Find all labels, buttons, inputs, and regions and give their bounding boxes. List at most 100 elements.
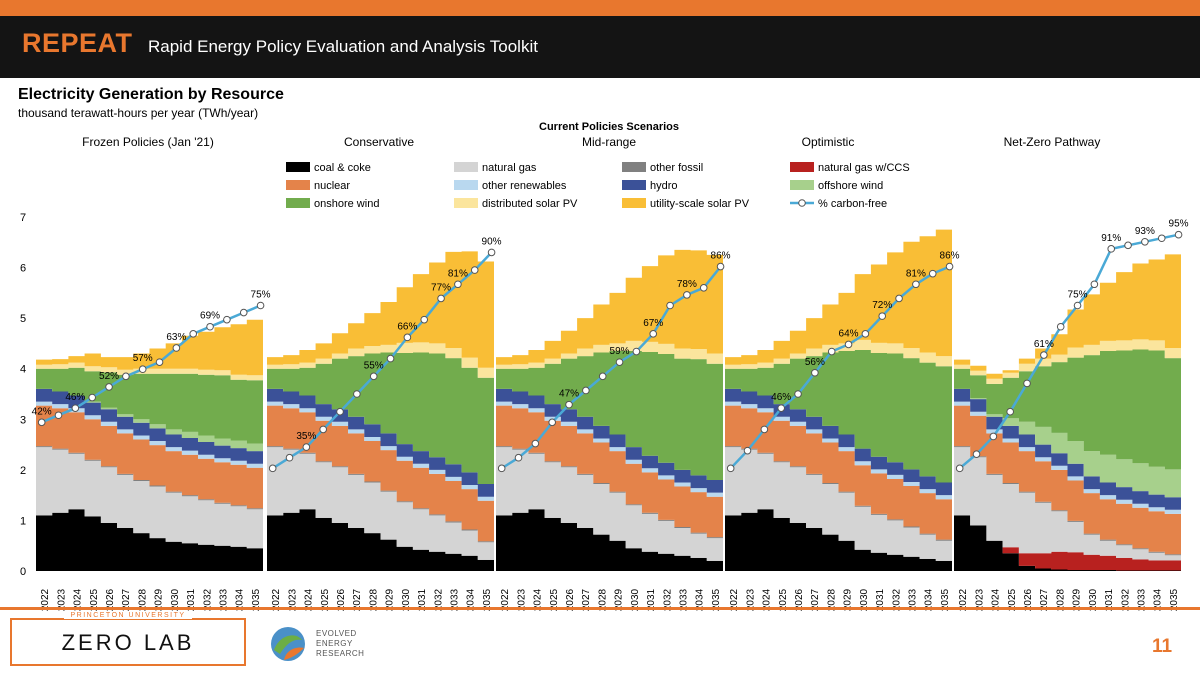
carbon-free-point	[912, 280, 920, 289]
carbon-free-point	[1174, 230, 1183, 239]
y-tick-label: 2	[20, 465, 26, 477]
x-tick-label: 2031	[875, 588, 886, 611]
area-hydro-panel-3	[496, 388, 723, 493]
carbon-free-label: 75%	[251, 290, 271, 301]
carbon-free-point	[716, 262, 725, 271]
carbon-free-point	[632, 347, 641, 356]
x-tick-label: 2028	[1055, 588, 1066, 611]
x-tick-label: 2028	[137, 588, 148, 611]
x-tick-label: 2028	[826, 588, 837, 611]
legend-swatch-hydro	[622, 180, 646, 190]
carbon-free-label: 86%	[711, 251, 731, 262]
carbon-free-point	[777, 404, 785, 412]
carbon-free-point	[386, 354, 395, 363]
carbon-free-label: 46%	[771, 392, 791, 403]
area-other-renewables-panel-5	[954, 401, 1181, 514]
x-tick-label: 2029	[843, 588, 854, 611]
x-tick-label: 2024	[991, 588, 1002, 611]
area-coal-panel-1	[36, 509, 263, 571]
carbon-free-point	[369, 372, 378, 381]
legend-label: distributed solar PV	[482, 198, 578, 210]
area-distributed-solar-panel-3	[496, 340, 723, 369]
x-tick-label: 2025	[320, 588, 331, 611]
x-tick-label: 2028	[368, 588, 379, 611]
area-natural-gas-panel-2	[267, 447, 494, 560]
x-tick-label: 2026	[794, 588, 805, 611]
x-tick-label: 2033	[907, 588, 918, 611]
x-tick-label: 2023	[974, 588, 985, 611]
evolved-energy-logo-icon	[271, 627, 305, 661]
area-distributed-solar-panel-2	[267, 342, 494, 378]
legend-swatch-carbon-free-marker	[798, 199, 806, 207]
carbon-free-point	[71, 404, 80, 412]
x-tick-label: 2024	[304, 588, 315, 611]
carbon-free-label: 90%	[482, 236, 502, 247]
x-tick-label: 2031	[186, 588, 197, 611]
area-onshore-wind-panel-3	[496, 351, 723, 480]
legend-swatch-offshore-wind	[790, 180, 814, 190]
carbon-free-point	[1107, 245, 1116, 253]
x-tick-label: 2033	[218, 588, 229, 611]
x-tick-label: 2023	[287, 588, 298, 611]
x-tick-label: 2034	[1153, 588, 1164, 611]
area-offshore-wind-panel-5	[954, 388, 1181, 498]
carbon-free-point	[1023, 379, 1031, 388]
carbon-free-point	[743, 446, 752, 455]
carbon-free-label: 66%	[397, 321, 417, 332]
carbon-free-point	[223, 315, 231, 324]
legend-label: coal & coke	[314, 162, 371, 174]
x-tick-label: 2027	[121, 588, 132, 611]
carbon-free-point	[105, 383, 113, 391]
carbon-free-label: 81%	[906, 268, 926, 279]
x-tick-label: 2024	[533, 588, 544, 611]
area-hydro-panel-5	[954, 388, 1181, 510]
carbon-free-point	[336, 407, 344, 416]
x-tick-label: 2030	[859, 588, 870, 611]
x-tick-label: 2032	[1120, 588, 1131, 611]
carbon-free-point	[239, 308, 248, 317]
carbon-free-point	[206, 322, 214, 331]
area-natural-gas-panel-4	[725, 447, 952, 561]
carbon-free-point	[1056, 322, 1065, 331]
area-other-renewables-panel-3	[496, 401, 723, 497]
carbon-free-point	[1073, 301, 1082, 310]
x-tick-label: 2035	[1169, 588, 1180, 611]
area-nuclear-panel-2	[267, 405, 494, 542]
area-distributed-solar-panel-1	[36, 362, 263, 381]
area-onshore-wind-panel-1	[36, 367, 263, 444]
x-tick-label: 2024	[73, 588, 84, 611]
legend-swatch-nuclear	[286, 180, 310, 190]
zero-lab-label: ZERO LAB	[61, 630, 195, 655]
y-tick-label: 6	[20, 263, 26, 275]
area-natural-gas-panel-3	[496, 447, 723, 561]
area-hydro-panel-2	[267, 388, 494, 497]
x-tick-label: 2034	[924, 588, 935, 611]
x-tick-label: 2030	[1088, 588, 1099, 611]
area-onshore-wind-panel-5	[954, 349, 1181, 470]
legend-swatch-onshore-wind	[286, 198, 310, 208]
panel-title-5: Net-Zero Pathway	[1004, 135, 1101, 149]
area-natural-gas-panel-1	[36, 447, 263, 549]
carbon-free-point	[268, 464, 277, 473]
carbon-free-point	[1157, 234, 1166, 243]
carbon-free-point	[189, 330, 198, 338]
area-other-fossil-panel-3	[496, 446, 723, 539]
carbon-free-point	[88, 393, 96, 402]
area-utility-solar-panel-4	[725, 229, 952, 365]
x-tick-label: 2025	[1007, 588, 1018, 611]
panel-title-3: Mid-range	[582, 135, 636, 149]
legend-label: offshore wind	[818, 180, 883, 192]
legend-label: % carbon-free	[818, 198, 887, 210]
carbon-free-point	[895, 294, 903, 303]
x-tick-label: 2025	[778, 588, 789, 611]
x-tick-label: 2025	[89, 588, 100, 611]
x-tick-label: 2024	[762, 588, 773, 611]
x-tick-label: 2027	[581, 588, 592, 611]
x-tick-label: 2032	[433, 588, 444, 611]
x-tick-label: 2023	[745, 588, 756, 611]
carbon-free-point	[794, 390, 802, 398]
page-subtitle: thousand terawatt-hours per year (TWh/ye…	[18, 106, 259, 120]
carbon-free-point	[565, 400, 573, 409]
x-tick-label: 2033	[449, 588, 460, 611]
